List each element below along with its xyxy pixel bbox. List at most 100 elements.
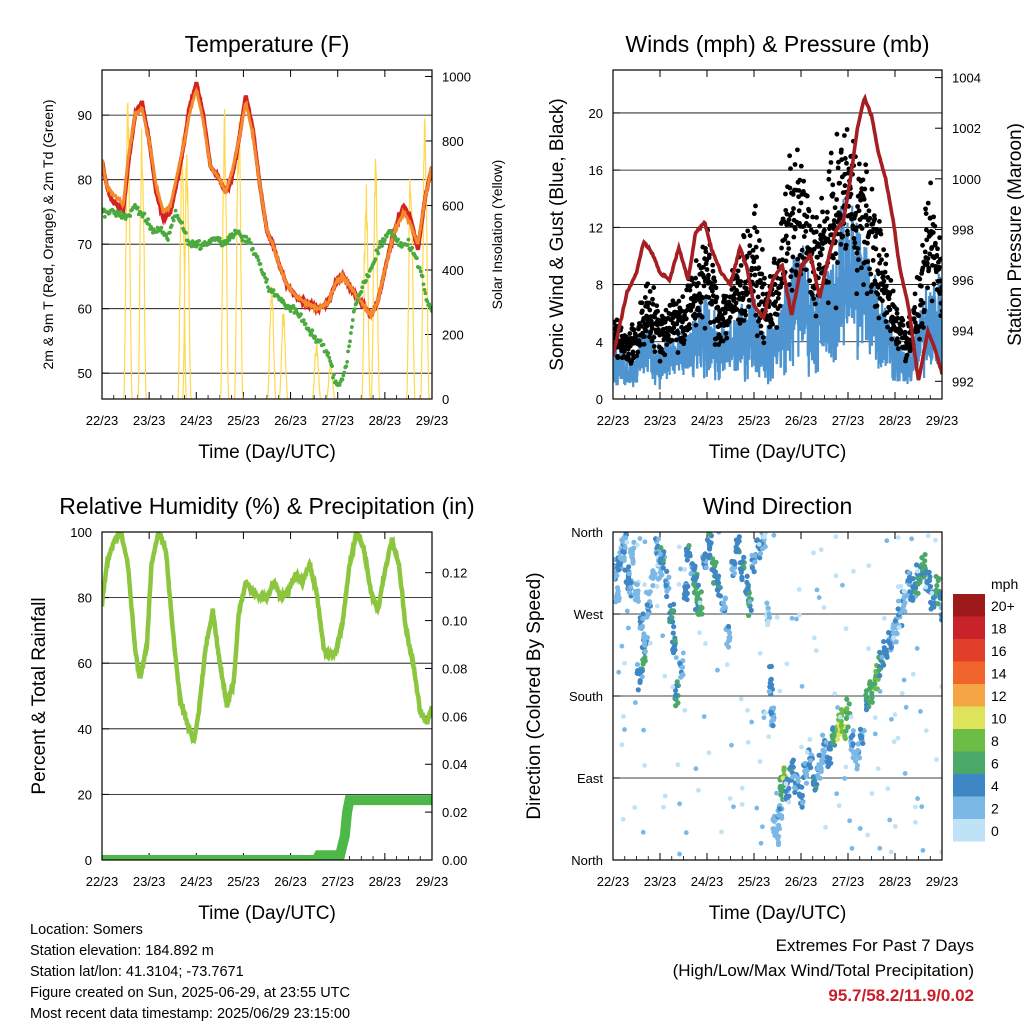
- dewpoint-point: [389, 229, 394, 233]
- gust-point: [642, 295, 648, 300]
- dewpoint-point: [197, 238, 202, 243]
- gust-point: [814, 215, 819, 220]
- gust-point: [853, 225, 859, 231]
- wind-direction-point: [655, 576, 662, 582]
- wind-direction-point: [701, 714, 707, 719]
- wind-direction-point: [625, 625, 631, 631]
- wind-direction-point: [684, 557, 690, 563]
- wind-direction-point: [722, 596, 728, 602]
- gust-point: [796, 194, 802, 200]
- gust-point: [869, 186, 875, 192]
- wind-direction-point: [823, 824, 828, 830]
- gust-point: [747, 243, 753, 249]
- dewpoint-point: [347, 344, 351, 349]
- gust-point: [821, 227, 827, 233]
- y2-tick-label-0-0: 0: [442, 392, 449, 407]
- wind-direction-point: [881, 662, 887, 668]
- gust-point: [894, 310, 900, 316]
- x-axis-label-2: Time (Day/UTC): [198, 903, 336, 924]
- gust-point: [934, 252, 940, 258]
- x-tick-label-3-4: 26/23: [785, 874, 818, 889]
- wind-direction-point: [876, 667, 882, 673]
- y2-tick-label-0-4: 800: [442, 134, 464, 149]
- x-tick-label-3-3: 25/23: [738, 874, 771, 889]
- wind-direction-point: [895, 606, 901, 612]
- gust-point: [790, 254, 796, 260]
- gust-point: [777, 303, 783, 309]
- wind-direction-point: [796, 587, 802, 592]
- wind-direction-point: [699, 605, 705, 611]
- gust-point: [924, 260, 930, 266]
- wind-direction-point: [875, 766, 881, 772]
- y2-tick-label-0-2: 400: [442, 263, 464, 278]
- gust-point: [773, 299, 778, 305]
- gust-point: [722, 310, 728, 316]
- gust-point: [881, 278, 887, 284]
- gust-point: [912, 291, 918, 297]
- wind-direction-point: [902, 599, 908, 606]
- colorbar-label-9: 2: [991, 801, 999, 817]
- wind-direction-point: [915, 796, 920, 801]
- y-tick-label-1-0: 0: [596, 392, 603, 407]
- solar-insolation-series: [123, 102, 430, 399]
- gust-point: [860, 177, 866, 183]
- gust-point: [674, 337, 679, 343]
- gust-point: [779, 245, 784, 251]
- wind-direction-point: [663, 582, 669, 589]
- wind-direction-point: [816, 761, 822, 768]
- gust-point: [754, 254, 760, 260]
- x-tick-label-2-1: 23/23: [133, 874, 166, 889]
- x-tick-label-0-4: 26/23: [274, 413, 307, 428]
- y-tick-label-3-4: North: [571, 525, 603, 540]
- wind-direction-point: [684, 548, 690, 555]
- dewpoint-point: [118, 210, 123, 214]
- gust-point: [736, 291, 742, 297]
- wind-direction-point: [909, 536, 915, 542]
- wind-direction-point: [842, 735, 848, 741]
- gust-point: [826, 176, 832, 182]
- dewpoint-point: [418, 269, 423, 274]
- wind-direction-point: [938, 617, 942, 623]
- wind-direction-point: [919, 571, 925, 577]
- gust-point: [868, 271, 874, 277]
- wind-direction-point: [754, 537, 761, 543]
- gust-point: [735, 268, 741, 274]
- wind-direction-point: [744, 573, 750, 579]
- y2-tick-label-1-6: 1004: [952, 71, 981, 86]
- wind-direction-point: [872, 731, 878, 737]
- gust-point: [837, 180, 843, 186]
- wind-direction-point: [892, 824, 898, 829]
- dewpoint-point: [291, 304, 296, 308]
- wind-direction-point: [614, 573, 620, 579]
- wind-direction-point: [725, 623, 732, 630]
- gust-point: [659, 346, 664, 352]
- x-tick-label-3-5: 27/23: [832, 874, 865, 889]
- dewpoint-point: [180, 220, 185, 225]
- gust-point: [647, 307, 653, 313]
- gust-point: [810, 214, 816, 220]
- y2-tick-label-2-4: 0.08: [442, 661, 467, 676]
- dewpoint-point: [348, 339, 352, 344]
- wind-direction-point: [640, 829, 646, 835]
- y-tick-label-1-1: 4: [596, 335, 603, 350]
- wind-direction-point: [776, 812, 782, 818]
- wind-direction-point: [760, 545, 766, 552]
- gust-point: [687, 325, 693, 331]
- solar-peak-6: [266, 286, 277, 399]
- gust-point: [753, 244, 759, 250]
- wind-direction-point: [915, 590, 921, 596]
- gust-point: [931, 214, 937, 220]
- gust-point: [806, 208, 812, 214]
- wind-direction-point: [765, 605, 771, 611]
- gust-point: [701, 264, 706, 270]
- wind-direction-point: [706, 532, 712, 537]
- wind-direction-point: [797, 612, 802, 618]
- gust-point: [882, 269, 888, 275]
- colorbar-swatch-2: [953, 639, 985, 662]
- wind-direction-point: [749, 719, 755, 725]
- gust-point: [652, 349, 658, 355]
- y-tick-label-0-0: 50: [78, 366, 92, 381]
- gust-point: [923, 206, 928, 212]
- wind-direction-point: [739, 801, 745, 807]
- wind-direction-point: [745, 739, 751, 745]
